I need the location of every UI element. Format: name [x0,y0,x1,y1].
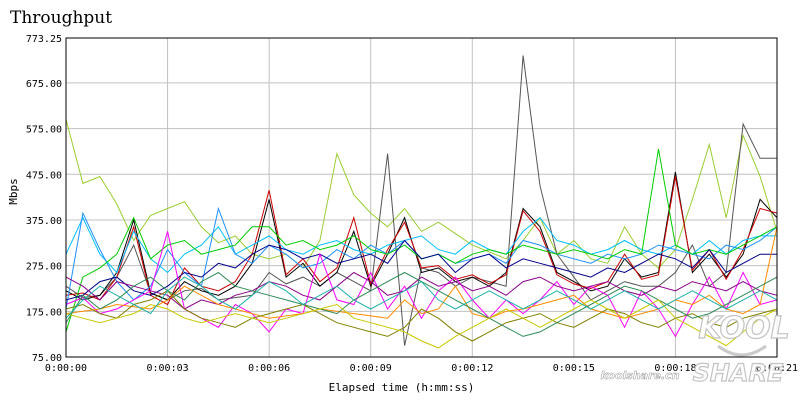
x-axis-ticks: 0:00:00 0:00:03 0:00:06 0:00:09 0:00:12 0:00:… [45,363,798,374]
series-line-5 [65,216,777,274]
watermark: KOOL SHARE koolshare.cn [600,310,790,387]
y-axis-ticks: 773.25 675.00 575.00 475.00 375.00 275.00 175.… [26,34,62,364]
logo-bottom-text: SHARE [693,359,784,387]
series-line-4 [65,176,778,306]
logo-top-text: KOOL [698,311,789,346]
x-tick-label: 0:00:09 [350,363,392,374]
series-line-10 [65,271,778,310]
series-line-1 [65,119,778,269]
series-line-14 [65,299,778,349]
plot-frame [65,37,778,358]
y-tick-label: 675.00 [26,79,62,90]
y-axis-label: Mbps [7,178,20,205]
x-tick-label: 0:00:12 [451,363,493,374]
y-tick-label: 275.00 [26,262,62,273]
series-line-8 [65,239,777,301]
koolshare-logo-icon: KOOL SHARE [692,310,790,387]
chart-title: Throughput [10,8,113,28]
x-tick-label: 0:00:21 [756,363,798,374]
x-tick-label: 0:00:06 [248,363,290,374]
series-lines [65,55,778,349]
x-axis-label: Elapsed time (h:mm:ss) [329,381,475,394]
y-tick-label: 475.00 [26,170,62,181]
x-tick-label: 0:00:15 [553,363,595,374]
x-tick-label: 0:00:00 [45,363,87,374]
y-tick-label: 773.25 [26,34,62,45]
x-tick-label: 0:00:18 [654,363,696,374]
watermark-url: koolshare.cn [600,369,679,382]
y-tick-label: 175.00 [26,307,62,318]
y-tick-label: 575.00 [26,125,62,136]
series-line-15 [65,276,778,319]
y-tick-label: 75.00 [32,353,62,364]
x-tick-label: 0:00:03 [146,363,188,374]
series-line-12 [65,290,778,342]
series-line-7 [65,149,778,333]
y-tick-label: 375.00 [26,216,62,227]
